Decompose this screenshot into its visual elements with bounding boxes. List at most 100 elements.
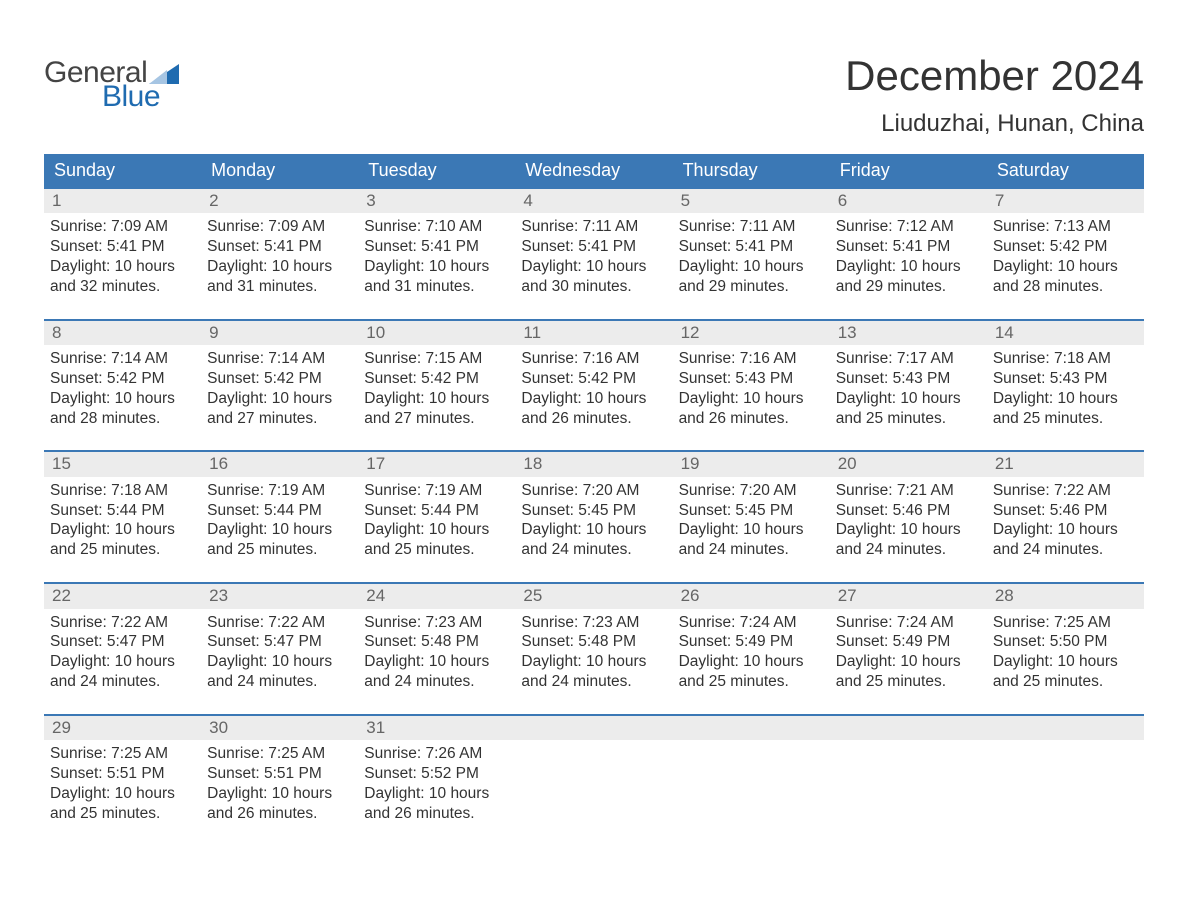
daylight-line: Daylight: 10 hours and 27 minutes. (207, 389, 352, 429)
sunset-line: Sunset: 5:46 PM (993, 501, 1138, 521)
daylight-line: Daylight: 10 hours and 32 minutes. (50, 257, 195, 297)
day-cell: 19Sunrise: 7:20 AMSunset: 5:45 PMDayligh… (673, 452, 830, 562)
day-body: Sunrise: 7:24 AMSunset: 5:49 PMDaylight:… (673, 609, 830, 694)
weekday-thursday: Thursday (673, 154, 830, 187)
day-cell: 6Sunrise: 7:12 AMSunset: 5:41 PMDaylight… (830, 189, 987, 299)
day-body: Sunrise: 7:21 AMSunset: 5:46 PMDaylight:… (830, 477, 987, 562)
day-number: 19 (673, 452, 830, 476)
day-cell: 9Sunrise: 7:14 AMSunset: 5:42 PMDaylight… (201, 321, 358, 431)
daylight-line: Daylight: 10 hours and 28 minutes. (50, 389, 195, 429)
daylight-line: Daylight: 10 hours and 24 minutes. (521, 652, 666, 692)
day-number: 2 (201, 189, 358, 213)
day-number: 1 (44, 189, 201, 213)
day-body: Sunrise: 7:20 AMSunset: 5:45 PMDaylight:… (673, 477, 830, 562)
week-row: 29Sunrise: 7:25 AMSunset: 5:51 PMDayligh… (44, 714, 1144, 826)
sunrise-line: Sunrise: 7:16 AM (679, 349, 824, 369)
day-number: 29 (44, 716, 201, 740)
day-cell: 28Sunrise: 7:25 AMSunset: 5:50 PMDayligh… (987, 584, 1144, 694)
day-body: Sunrise: 7:14 AMSunset: 5:42 PMDaylight:… (201, 345, 358, 430)
location: Liuduzhai, Hunan, China (845, 110, 1144, 138)
day-cell: 1 Sunrise: 7:09 AMSunset: 5:41 PMDaylight… (44, 189, 201, 299)
daylight-line: Daylight: 10 hours and 25 minutes. (993, 652, 1138, 692)
sunset-line: Sunset: 5:42 PM (993, 237, 1138, 257)
daylight-line: Daylight: 10 hours and 25 minutes. (993, 389, 1138, 429)
day-body: Sunrise: 7:13 AMSunset: 5:42 PMDaylight:… (987, 213, 1144, 298)
day-cell: 22Sunrise: 7:22 AMSunset: 5:47 PMDayligh… (44, 584, 201, 694)
day-cell: 24Sunrise: 7:23 AMSunset: 5:48 PMDayligh… (358, 584, 515, 694)
sunrise-line: Sunrise: 7:22 AM (50, 613, 195, 633)
sunrise-line: Sunrise: 7:09 AM (50, 217, 195, 237)
daylight-line: Daylight: 10 hours and 26 minutes. (521, 389, 666, 429)
day-body: Sunrise: 7:22 AMSunset: 5:46 PMDaylight:… (987, 477, 1144, 562)
sunset-line: Sunset: 5:51 PM (50, 764, 195, 784)
daylight-line: Daylight: 10 hours and 29 minutes. (679, 257, 824, 297)
day-number-empty (673, 716, 830, 740)
day-number: 21 (987, 452, 1144, 476)
sunset-line: Sunset: 5:48 PM (364, 632, 509, 652)
sunrise-line: Sunrise: 7:22 AM (207, 613, 352, 633)
day-cell: 26Sunrise: 7:24 AMSunset: 5:49 PMDayligh… (673, 584, 830, 694)
day-body: Sunrise: 7:16 AMSunset: 5:43 PMDaylight:… (673, 345, 830, 430)
sunset-line: Sunset: 5:42 PM (50, 369, 195, 389)
title-block: December 2024 Liuduzhai, Hunan, China (845, 30, 1144, 148)
sunset-line: Sunset: 5:42 PM (364, 369, 509, 389)
week-row: 8Sunrise: 7:14 AMSunset: 5:42 PMDaylight… (44, 319, 1144, 431)
daylight-line: Daylight: 10 hours and 24 minutes. (993, 520, 1138, 560)
day-cell: 23Sunrise: 7:22 AMSunset: 5:47 PMDayligh… (201, 584, 358, 694)
sunset-line: Sunset: 5:41 PM (50, 237, 195, 257)
day-body: Sunrise: 7:26 AMSunset: 5:52 PMDaylight:… (358, 740, 515, 825)
day-cell: 5Sunrise: 7:11 AMSunset: 5:41 PMDaylight… (673, 189, 830, 299)
day-cell: 14Sunrise: 7:18 AMSunset: 5:43 PMDayligh… (987, 321, 1144, 431)
day-number: 7 (987, 189, 1144, 213)
brand-logo: General Blue (44, 56, 179, 114)
sunset-line: Sunset: 5:43 PM (836, 369, 981, 389)
day-number: 13 (830, 321, 987, 345)
sunrise-line: Sunrise: 7:12 AM (836, 217, 981, 237)
day-body: Sunrise: 7:23 AMSunset: 5:48 PMDaylight:… (515, 609, 672, 694)
day-cell: 25Sunrise: 7:23 AMSunset: 5:48 PMDayligh… (515, 584, 672, 694)
sunrise-line: Sunrise: 7:11 AM (679, 217, 824, 237)
daylight-line: Daylight: 10 hours and 25 minutes. (679, 652, 824, 692)
sunset-line: Sunset: 5:44 PM (364, 501, 509, 521)
sunrise-line: Sunrise: 7:23 AM (364, 613, 509, 633)
weekday-saturday: Saturday (987, 154, 1144, 187)
day-number: 30 (201, 716, 358, 740)
day-body: Sunrise: 7:19 AMSunset: 5:44 PMDaylight:… (358, 477, 515, 562)
daylight-line: Daylight: 10 hours and 31 minutes. (207, 257, 352, 297)
sunset-line: Sunset: 5:41 PM (679, 237, 824, 257)
sunset-line: Sunset: 5:41 PM (207, 237, 352, 257)
day-cell: 8Sunrise: 7:14 AMSunset: 5:42 PMDaylight… (44, 321, 201, 431)
day-number: 22 (44, 584, 201, 608)
day-cell: 3Sunrise: 7:10 AMSunset: 5:41 PMDaylight… (358, 189, 515, 299)
daylight-line: Daylight: 10 hours and 24 minutes. (50, 652, 195, 692)
day-cell (515, 716, 672, 826)
sunrise-line: Sunrise: 7:25 AM (993, 613, 1138, 633)
weekday-monday: Monday (201, 154, 358, 187)
week-row: 22Sunrise: 7:22 AMSunset: 5:47 PMDayligh… (44, 582, 1144, 694)
calendar: SundayMondayTuesdayWednesdayThursdayFrid… (44, 154, 1144, 826)
day-cell: 15Sunrise: 7:18 AMSunset: 5:44 PMDayligh… (44, 452, 201, 562)
daylight-line: Daylight: 10 hours and 25 minutes. (836, 652, 981, 692)
day-cell: 12Sunrise: 7:16 AMSunset: 5:43 PMDayligh… (673, 321, 830, 431)
sunrise-line: Sunrise: 7:25 AM (50, 744, 195, 764)
day-body: Sunrise: 7:11 AMSunset: 5:41 PMDaylight:… (673, 213, 830, 298)
sunrise-line: Sunrise: 7:18 AM (993, 349, 1138, 369)
daylight-line: Daylight: 10 hours and 24 minutes. (679, 520, 824, 560)
sunset-line: Sunset: 5:45 PM (679, 501, 824, 521)
day-cell: 17Sunrise: 7:19 AMSunset: 5:44 PMDayligh… (358, 452, 515, 562)
day-cell: 13Sunrise: 7:17 AMSunset: 5:43 PMDayligh… (830, 321, 987, 431)
day-body: Sunrise: 7:19 AMSunset: 5:44 PMDaylight:… (201, 477, 358, 562)
weeks-container: 1Sunrise: 7:09 AMSunset: 5:41 PMDaylight… (44, 187, 1144, 826)
weekday-header-row: SundayMondayTuesdayWednesdayThursdayFrid… (44, 154, 1144, 187)
sunset-line: Sunset: 5:42 PM (207, 369, 352, 389)
day-cell: 16Sunrise: 7:19 AMSunset: 5:44 PMDayligh… (201, 452, 358, 562)
day-cell (673, 716, 830, 826)
sunrise-line: Sunrise: 7:20 AM (679, 481, 824, 501)
day-number-empty (830, 716, 987, 740)
daylight-line: Daylight: 10 hours and 24 minutes. (364, 652, 509, 692)
day-body: Sunrise: 7:24 AMSunset: 5:49 PMDaylight:… (830, 609, 987, 694)
day-body: Sunrise: 7:23 AMSunset: 5:48 PMDaylight:… (358, 609, 515, 694)
sunrise-line: Sunrise: 7:18 AM (50, 481, 195, 501)
day-cell: 11Sunrise: 7:16 AMSunset: 5:42 PMDayligh… (515, 321, 672, 431)
sunrise-line: Sunrise: 7:17 AM (836, 349, 981, 369)
